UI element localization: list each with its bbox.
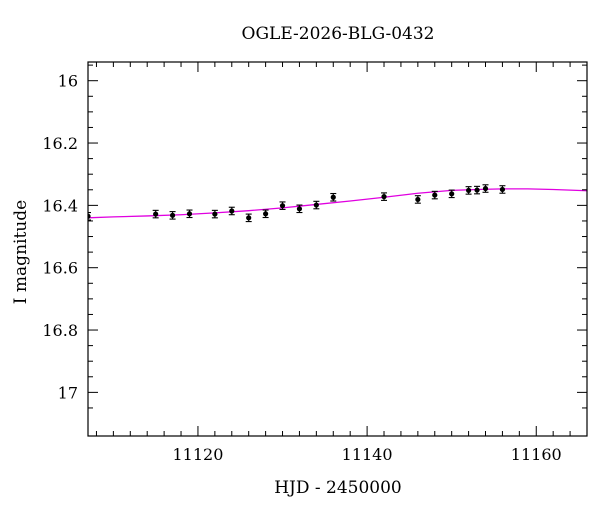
- data-point: [228, 206, 235, 216]
- y-tick-label: 16.4: [42, 196, 78, 215]
- data-point: [211, 209, 218, 219]
- data-point: [169, 211, 176, 220]
- y-axis-label: I magnitude: [11, 200, 31, 304]
- data-point: [262, 209, 269, 219]
- data-point: [414, 195, 421, 204]
- data-point: [499, 185, 506, 194]
- plot-area: 11120 11140 11160 16 16.2 16.4 16.6 16.8 17: [42, 61, 588, 464]
- data-point: [245, 213, 252, 223]
- y-tick-label: 16.6: [42, 259, 78, 278]
- data-point: [279, 201, 286, 210]
- x-tick-label: 11160: [511, 445, 562, 464]
- x-tick-label: 11120: [172, 445, 223, 464]
- y-tick-label: 16: [58, 72, 78, 91]
- data-point: [431, 190, 438, 200]
- data-point: [296, 204, 303, 214]
- model-curve: [88, 188, 587, 219]
- data-point: [381, 192, 388, 201]
- data-point: [152, 209, 159, 219]
- plot-frame: [87, 61, 588, 437]
- data-point: [474, 185, 481, 195]
- y-tick-label: 17: [58, 383, 78, 402]
- data-point: [448, 189, 455, 199]
- data-point: [313, 200, 320, 210]
- data-point: [465, 186, 472, 195]
- x-tick-label: 11140: [342, 445, 393, 464]
- data-point: [330, 192, 337, 202]
- data-point: [88, 211, 91, 221]
- data-point: [186, 209, 193, 219]
- y-tick-label: 16.8: [42, 321, 78, 340]
- y-tick-label: 16.2: [42, 134, 78, 153]
- x-axis-label: HJD - 2450000: [274, 478, 402, 498]
- chart-title: OGLE-2026-BLG-0432: [242, 24, 435, 44]
- data-point: [482, 184, 489, 193]
